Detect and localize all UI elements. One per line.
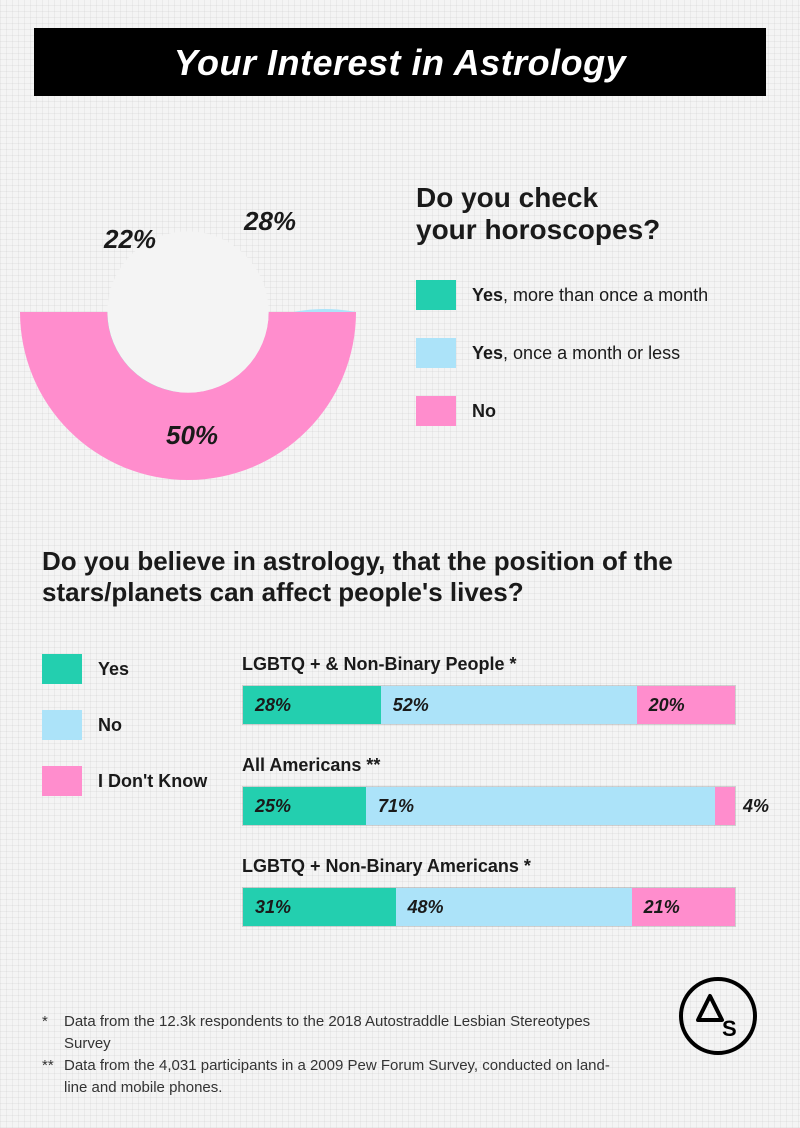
legend-swatch xyxy=(416,338,456,368)
legend-swatch xyxy=(42,766,82,796)
bar-segment-1: 52% xyxy=(381,686,637,724)
donut-question-line1: Do you check xyxy=(416,182,598,213)
donut-question: Do you check your horoscopes? xyxy=(416,182,708,246)
footnote-text: Data from the 4,031 participants in a 20… xyxy=(64,1055,624,1099)
stacked-bar: 28%52%20% xyxy=(242,685,736,725)
donut-label-0: 22% xyxy=(104,224,156,255)
bar-segment-1: 71% xyxy=(366,787,715,825)
brand-logo: S xyxy=(678,976,758,1056)
bar-segment-label-outside: 4% xyxy=(735,787,769,825)
donut-legend-row-2: No xyxy=(416,396,708,426)
footnote-1: **Data from the 4,031 participants in a … xyxy=(42,1055,766,1099)
bar-segment-2: 21% xyxy=(632,888,735,926)
donut-label-1: 28% xyxy=(244,206,296,237)
legend-label: No xyxy=(98,715,122,736)
legend-label: No xyxy=(472,401,496,422)
donut-label-2: 50% xyxy=(166,420,218,451)
logo-icon: S xyxy=(678,976,758,1056)
bar-group-title: All Americans ** xyxy=(242,755,736,776)
donut-legend-row-0: Yes, more than once a month xyxy=(416,280,708,310)
donut-question-line2: your horoscopes? xyxy=(416,214,660,245)
section-belief: Do you believe in astrology, that the po… xyxy=(34,546,766,957)
footnote-mark: ** xyxy=(42,1055,64,1099)
stacked-bar: 31%48%21% xyxy=(242,887,736,927)
bar-segment-2: 20% xyxy=(637,686,735,724)
stacked-bar: 25%71%4% xyxy=(242,786,736,826)
legend-label: I Don't Know xyxy=(98,771,207,792)
belief-legend: Yes No I Don't Know xyxy=(42,654,242,957)
bar-group-1: All Americans ** 25%71%4% xyxy=(242,755,736,826)
footnote-mark: * xyxy=(42,1011,64,1055)
bar-segment-1: 48% xyxy=(396,888,632,926)
belief-legend-row-1: No xyxy=(42,710,242,740)
belief-legend-row-0: Yes xyxy=(42,654,242,684)
legend-swatch xyxy=(42,710,82,740)
donut-hole xyxy=(107,231,268,392)
svg-text:S: S xyxy=(722,1016,737,1041)
donut-legend: Yes, more than once a month Yes, once a m… xyxy=(416,280,708,426)
bar-segment-2 xyxy=(715,787,735,825)
bar-group-title: LGBTQ + Non-Binary Americans * xyxy=(242,856,736,877)
belief-bars: LGBTQ + & Non-Binary People * 28%52%20% Al… xyxy=(242,654,766,957)
donut-right-column: Do you check your horoscopes? Yes, more … xyxy=(416,144,708,454)
footnotes: *Data from the 12.3k respondents to the … xyxy=(34,1011,766,1098)
page-title: Your Interest in Astrology xyxy=(34,28,766,96)
legend-label: Yes, once a month or less xyxy=(472,343,680,364)
section-horoscope-check: 22% 28% 50% Do you check your horoscopes… xyxy=(34,144,766,480)
bar-group-title: LGBTQ + & Non-Binary People * xyxy=(242,654,736,675)
bar-group-0: LGBTQ + & Non-Binary People * 28%52%20% xyxy=(242,654,736,725)
belief-question: Do you believe in astrology, that the po… xyxy=(34,546,766,608)
donut-chart: 22% 28% 50% xyxy=(20,144,356,480)
bar-segment-0: 28% xyxy=(243,686,381,724)
bar-segment-0: 25% xyxy=(243,787,366,825)
legend-label: Yes, more than once a month xyxy=(472,285,708,306)
bar-group-2: LGBTQ + Non-Binary Americans * 31%48%21% xyxy=(242,856,736,927)
legend-swatch xyxy=(416,280,456,310)
bar-segment-0: 31% xyxy=(243,888,396,926)
legend-swatch xyxy=(416,396,456,426)
footnote-0: *Data from the 12.3k respondents to the … xyxy=(42,1011,766,1055)
donut-legend-row-1: Yes, once a month or less xyxy=(416,338,708,368)
legend-swatch xyxy=(42,654,82,684)
page: Your Interest in Astrology 22% 28% 50% D… xyxy=(0,0,800,1128)
footnote-text: Data from the 12.3k respondents to the 2… xyxy=(64,1011,624,1055)
legend-label: Yes xyxy=(98,659,129,680)
belief-legend-row-2: I Don't Know xyxy=(42,766,242,796)
